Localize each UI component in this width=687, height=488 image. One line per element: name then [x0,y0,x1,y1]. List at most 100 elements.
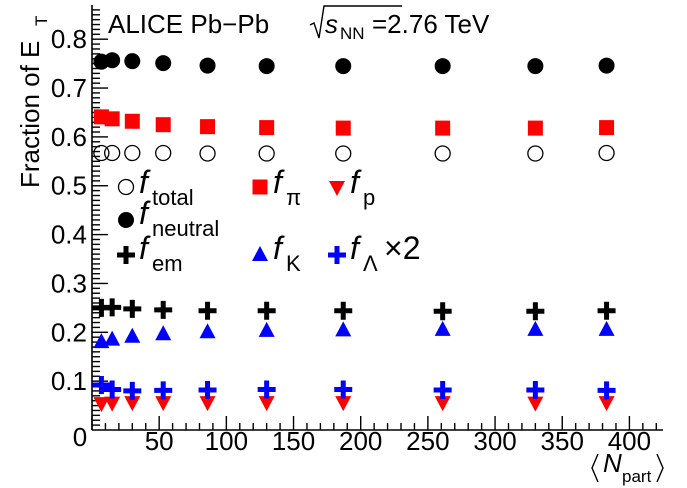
y-tick-label: 0.7 [51,73,87,103]
point-neutral [104,52,121,69]
point-lambda [198,380,217,399]
point-neutral [124,53,141,70]
point-pi [599,120,615,136]
point-K [199,323,216,339]
point-total [199,145,216,162]
series-pi [93,109,615,136]
point-p [335,396,352,412]
point-K [258,321,275,337]
legend-symbol-neutral: f [139,195,151,231]
energy-label: s NN =2.76 TeV [309,5,490,43]
y-axis-label: Fraction of E T [15,16,51,188]
series-p [93,396,615,413]
point-p [258,396,275,412]
point-p [93,397,110,413]
legend-entry-neutral: f neutral [118,195,219,241]
point-K [104,330,121,346]
legend-symbol-K: f [273,230,285,266]
y-axis-label-text: Fraction of E [15,41,45,188]
point-pi [527,120,543,136]
legend-marker-lambda [328,246,346,264]
point-em [257,301,276,320]
point-K [124,327,141,343]
point-pi [124,113,140,129]
legend-symbol-p: f [350,164,362,200]
point-neutral [258,58,275,75]
energy-subscript: NN [340,24,365,43]
point-neutral [434,58,451,75]
point-total [155,144,172,162]
y-tick-label: 0.4 [51,220,87,250]
point-lambda [103,380,122,399]
legend-symbol-lambda: f [350,230,362,266]
legend-label-K: K [286,251,301,276]
point-lambda [92,376,111,395]
legend-entry-lambda: f Λ ×2 [328,230,420,276]
x-axis-label: N part [591,448,664,486]
point-em [526,302,545,321]
point-lambda [123,381,142,400]
data-points [92,52,616,413]
point-neutral [199,57,216,74]
legend-label-p: p [363,185,375,210]
series-em [92,298,616,321]
point-pi [200,119,216,135]
chart-title: ALICE Pb−Pb [108,9,269,39]
point-total [598,144,615,162]
legend-symbol-pi: f [273,164,285,200]
legend-label-lambda: Λ [363,251,378,276]
point-lambda [597,381,616,400]
point-pi [259,120,275,136]
point-lambda [257,380,276,399]
y-tick-label: 0.8 [51,24,87,54]
legend-marker-p [329,181,345,196]
point-total [104,144,121,162]
point-em [123,299,142,318]
point-total [124,144,141,162]
point-total [434,145,451,162]
point-p [199,396,216,412]
y-tick-label: 0.6 [51,122,87,152]
point-p [434,396,451,412]
y-tick-label: 0.5 [51,171,87,201]
legend-entry-total: f total [117,164,194,210]
point-K [434,320,451,336]
point-pi [155,117,171,133]
point-total [527,145,544,162]
x-tick-label: 150 [272,426,315,456]
y-tick-label: 0.2 [51,317,87,347]
point-em [597,301,616,320]
x-axis: 50 100 150 200 250 300 350 400 [91,416,657,456]
point-pi [435,120,451,136]
point-neutral [155,55,172,72]
point-neutral [527,58,544,75]
point-neutral [335,58,352,75]
series-lambda [92,376,616,400]
y-tick-label: 0.3 [51,268,87,298]
point-lambda [526,380,545,399]
x-tick-label: 100 [205,426,248,456]
energy-value: =2.76 TeV [372,9,490,39]
point-em [198,301,217,320]
series-K [93,320,615,349]
point-total [93,144,110,162]
point-K [335,321,352,337]
point-p [155,396,172,412]
series-neutral [93,52,615,75]
energy-symbol: s [325,9,338,39]
point-lambda [334,380,353,399]
x-tick-label: 50 [145,426,174,456]
point-K [598,320,615,336]
legend-label-pi: π [286,185,301,210]
x-tick-label: 250 [406,426,449,456]
point-pi [335,120,351,136]
plot-frame [91,5,663,431]
origin-tick-label: 0 [73,422,87,452]
point-total [335,145,352,162]
x-tick-label: 200 [339,426,382,456]
x-axis-label-sub: part [622,467,652,486]
legend-label-neutral: neutral [152,216,219,241]
